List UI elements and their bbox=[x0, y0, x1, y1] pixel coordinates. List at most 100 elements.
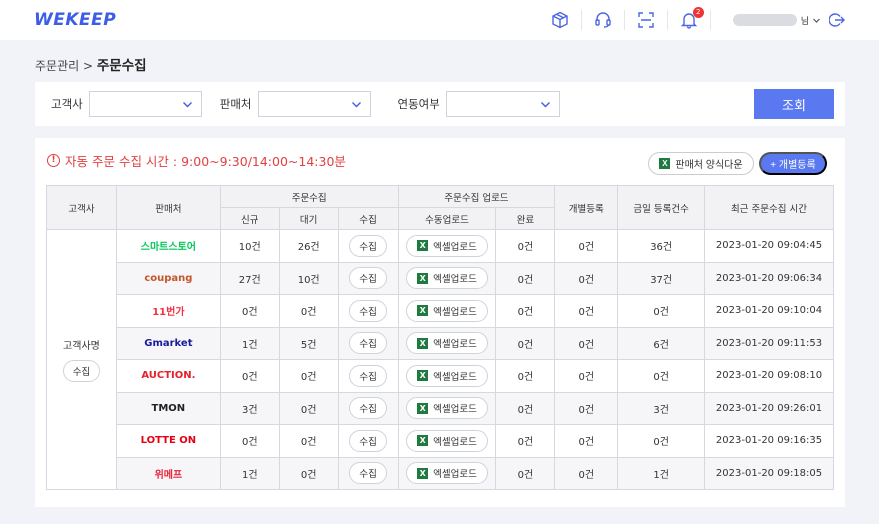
col-individual: 개별등록 bbox=[554, 185, 619, 230]
breadcrumb-parent[interactable]: 주문관리 > bbox=[35, 59, 94, 73]
today-count: 0건 bbox=[617, 359, 706, 393]
alert-icon: ! bbox=[47, 154, 60, 167]
bell-icon[interactable]: 2 bbox=[668, 7, 711, 30]
upload-cell: X 엑셀업로드 bbox=[397, 229, 497, 263]
seller-name: TMON bbox=[151, 402, 186, 414]
done-count: 0건 bbox=[495, 359, 556, 393]
table-row: 고객사명 수집 스마트스토어 10건 26건 수집 X 엑셀업로드 0건 0건 36건 2023-01… bbox=[46, 229, 834, 490]
waiting-count: 0건 bbox=[278, 424, 339, 458]
excel-icon: X bbox=[417, 370, 429, 382]
seller-select[interactable] bbox=[257, 91, 371, 117]
seller-logo: coupang bbox=[115, 261, 221, 295]
waiting-count: 0건 bbox=[278, 391, 339, 425]
excel-upload-button[interactable]: X 엑셀업로드 bbox=[406, 364, 488, 387]
done-count: 0건 bbox=[495, 424, 556, 458]
excel-upload-button[interactable]: X 엑셀업로드 bbox=[406, 397, 488, 420]
seller-logo: LOTTE ON bbox=[115, 424, 221, 458]
new-count: 27건 bbox=[219, 261, 280, 295]
excel-upload-button[interactable]: X 엑셀업로드 bbox=[406, 299, 488, 322]
collect-cell: 수집 bbox=[337, 294, 399, 328]
table-row: coupang 27건 10건 수집 X 엑셀업로드 0건 0건 37건 2023-01-20 0… bbox=[47, 261, 834, 295]
collect-cell: 수집 bbox=[337, 424, 399, 458]
page-title: 주문수집 bbox=[96, 58, 147, 74]
excel-upload-label: 엑셀업로드 bbox=[433, 371, 477, 383]
collect-button[interactable]: 수집 bbox=[349, 429, 387, 452]
collect-button[interactable]: 수집 bbox=[349, 397, 387, 420]
link-status-select[interactable] bbox=[445, 91, 560, 117]
collect-button[interactable]: 수집 bbox=[349, 364, 387, 387]
top-bar: WEKEEP 2 님 bbox=[0, 0, 879, 40]
done-count: 0건 bbox=[495, 261, 556, 295]
collect-button[interactable]: 수집 bbox=[349, 299, 387, 322]
collect-cell: 수집 bbox=[337, 456, 399, 490]
customer-collect-button[interactable]: 수집 bbox=[62, 360, 101, 382]
excel-icon: X bbox=[417, 240, 429, 252]
new-count: 0건 bbox=[219, 294, 280, 328]
collect-button[interactable]: 수집 bbox=[349, 234, 387, 257]
collect-button[interactable]: 수집 bbox=[349, 267, 387, 290]
breadcrumb: 주문관리 > 주문수집 bbox=[35, 54, 147, 74]
collect-button[interactable]: 수집 bbox=[349, 462, 387, 485]
individual-count: 0건 bbox=[554, 359, 619, 393]
excel-upload-button[interactable]: X 엑셀업로드 bbox=[406, 462, 488, 485]
logout-icon[interactable] bbox=[829, 12, 845, 28]
individual-count: 0건 bbox=[554, 456, 619, 490]
new-count: 10건 bbox=[219, 229, 280, 263]
collect-cell: 수집 bbox=[337, 391, 399, 425]
waiting-count: 26건 bbox=[278, 229, 339, 263]
today-count: 36건 bbox=[617, 229, 706, 263]
seller-name: coupang bbox=[144, 272, 193, 284]
chevron-down-icon bbox=[182, 101, 192, 107]
new-count: 1건 bbox=[219, 326, 280, 360]
done-count: 0건 bbox=[495, 294, 556, 328]
user-suffix: 님 bbox=[800, 16, 809, 27]
new-count: 0건 bbox=[219, 424, 280, 458]
excel-icon: X bbox=[417, 337, 429, 349]
excel-upload-button[interactable]: X 엑셀업로드 bbox=[406, 429, 488, 452]
individual-count: 0건 bbox=[554, 229, 619, 263]
seller-name: Gmarket bbox=[144, 337, 193, 349]
add-individual-button[interactable]: + 개별등록 bbox=[759, 152, 827, 175]
upload-cell: X 엑셀업로드 bbox=[397, 424, 497, 458]
collect-cell: 수집 bbox=[337, 359, 399, 393]
user-name-redacted[interactable] bbox=[732, 14, 797, 26]
box-icon[interactable] bbox=[539, 10, 582, 30]
recent-collect-time: 2023-01-20 09:26:01 bbox=[704, 391, 834, 425]
excel-upload-button[interactable]: X 엑셀업로드 bbox=[406, 332, 488, 355]
table-row: 11번가 0건 0건 수집 X 엑셀업로드 0건 0건 0건 2023-01-20 09:10:0… bbox=[47, 294, 834, 328]
excel-upload-label: 엑셀업로드 bbox=[433, 241, 477, 253]
col-waiting: 대기 bbox=[278, 207, 339, 230]
collect-cell: 수집 bbox=[337, 229, 399, 263]
collect-button[interactable]: 수집 bbox=[349, 332, 387, 355]
seller-name: AUCTION. bbox=[141, 370, 196, 382]
chevron-down-icon[interactable] bbox=[812, 16, 821, 25]
seller-form-download-button[interactable]: X 판매처 양식다운 bbox=[648, 152, 754, 175]
table-row: AUCTION. 0건 0건 수집 X 엑셀업로드 0건 0건 0건 2023-01-20 09:… bbox=[47, 359, 834, 393]
upload-cell: X 엑셀업로드 bbox=[397, 294, 497, 328]
excel-upload-button[interactable]: X 엑셀업로드 bbox=[406, 234, 488, 257]
excel-upload-label: 엑셀업로드 bbox=[433, 404, 477, 416]
barcode-scan-icon[interactable] bbox=[625, 10, 668, 30]
recent-collect-time: 2023-01-20 09:11:53 bbox=[704, 326, 834, 360]
customer-filter-label: 고객사 bbox=[51, 97, 83, 111]
search-button[interactable]: 조회 bbox=[754, 89, 834, 119]
waiting-count: 0건 bbox=[278, 359, 339, 393]
excel-icon: X bbox=[659, 158, 671, 169]
table-row: LOTTE ON 0건 0건 수집 X 엑셀업로드 0건 0건 0건 2023-01-20 09:… bbox=[47, 424, 834, 458]
col-seller: 판매처 bbox=[115, 185, 221, 230]
today-count: 1건 bbox=[617, 456, 706, 490]
brand-logo[interactable]: WEKEEP bbox=[34, 10, 117, 30]
excel-upload-button[interactable]: X 엑셀업로드 bbox=[406, 267, 488, 290]
excel-icon: X bbox=[417, 272, 429, 284]
headset-icon[interactable] bbox=[582, 10, 625, 30]
col-today-count: 금일 등록건수 bbox=[617, 185, 706, 230]
seller-name: 스마트스토어 bbox=[140, 242, 196, 254]
new-count: 1건 bbox=[219, 456, 280, 490]
order-collection-table: 고객사 판매처 주문수집 주문수집 업로드 개별등록 금일 등록건수 최근 주문… bbox=[46, 185, 834, 490]
seller-filter-label: 판매처 bbox=[219, 97, 252, 111]
waiting-count: 0건 bbox=[278, 294, 339, 328]
table-row: TMON 3건 0건 수집 X 엑셀업로드 0건 0건 3건 2023-01-20 09:26:0… bbox=[47, 391, 834, 425]
individual-count: 0건 bbox=[554, 294, 619, 328]
excel-upload-label: 엑셀업로드 bbox=[433, 339, 477, 351]
customer-select[interactable] bbox=[88, 91, 202, 117]
